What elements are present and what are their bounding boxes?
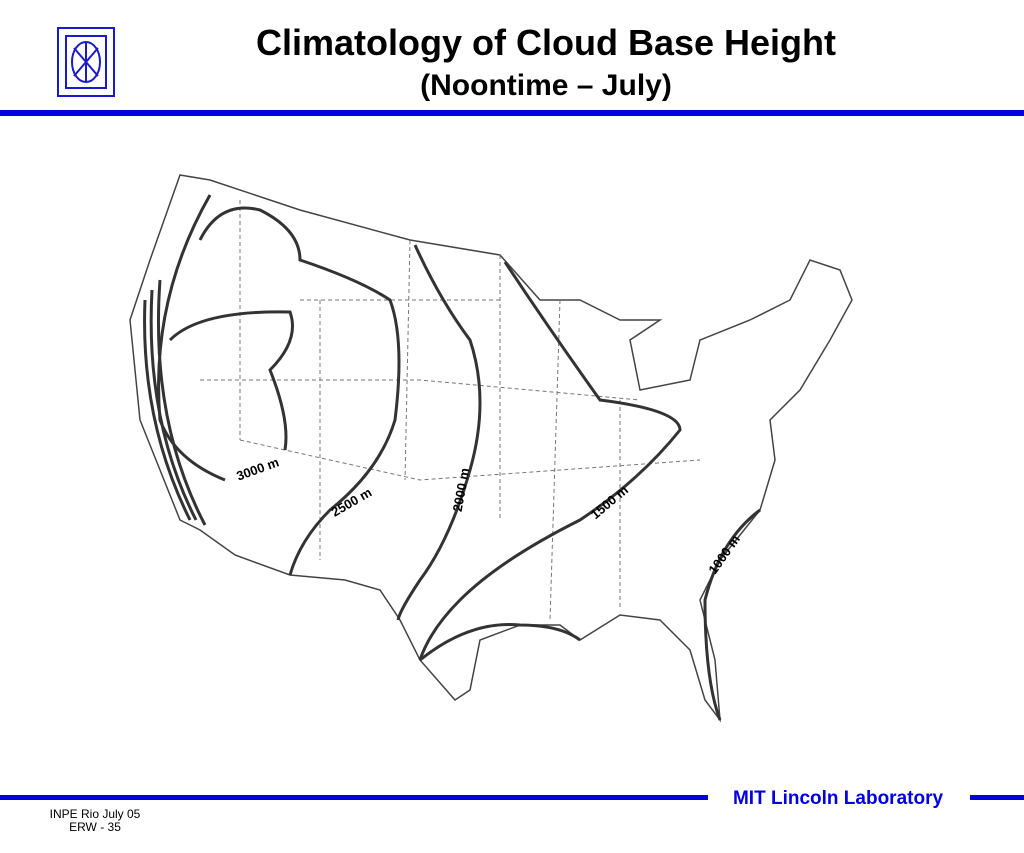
- state-borders: [200, 200, 701, 621]
- footer-rule: [0, 795, 708, 800]
- map: 3000 m 2500 m 2000 m 1500 m 1000 m: [129, 174, 853, 723]
- title: Climatology of Cloud Base Height: [256, 22, 836, 63]
- organization: MIT Lincoln Laboratory: [733, 788, 943, 809]
- header-rule: [0, 110, 1024, 116]
- footer-page: ERW - 35: [69, 820, 121, 834]
- footer-event: INPE Rio July 05: [50, 807, 141, 821]
- contour-lines: [143, 194, 761, 721]
- subtitle: (Noontime – July): [420, 69, 672, 102]
- footer-rule: [970, 795, 1024, 800]
- us-outline: [129, 174, 853, 723]
- logo: [57, 27, 115, 97]
